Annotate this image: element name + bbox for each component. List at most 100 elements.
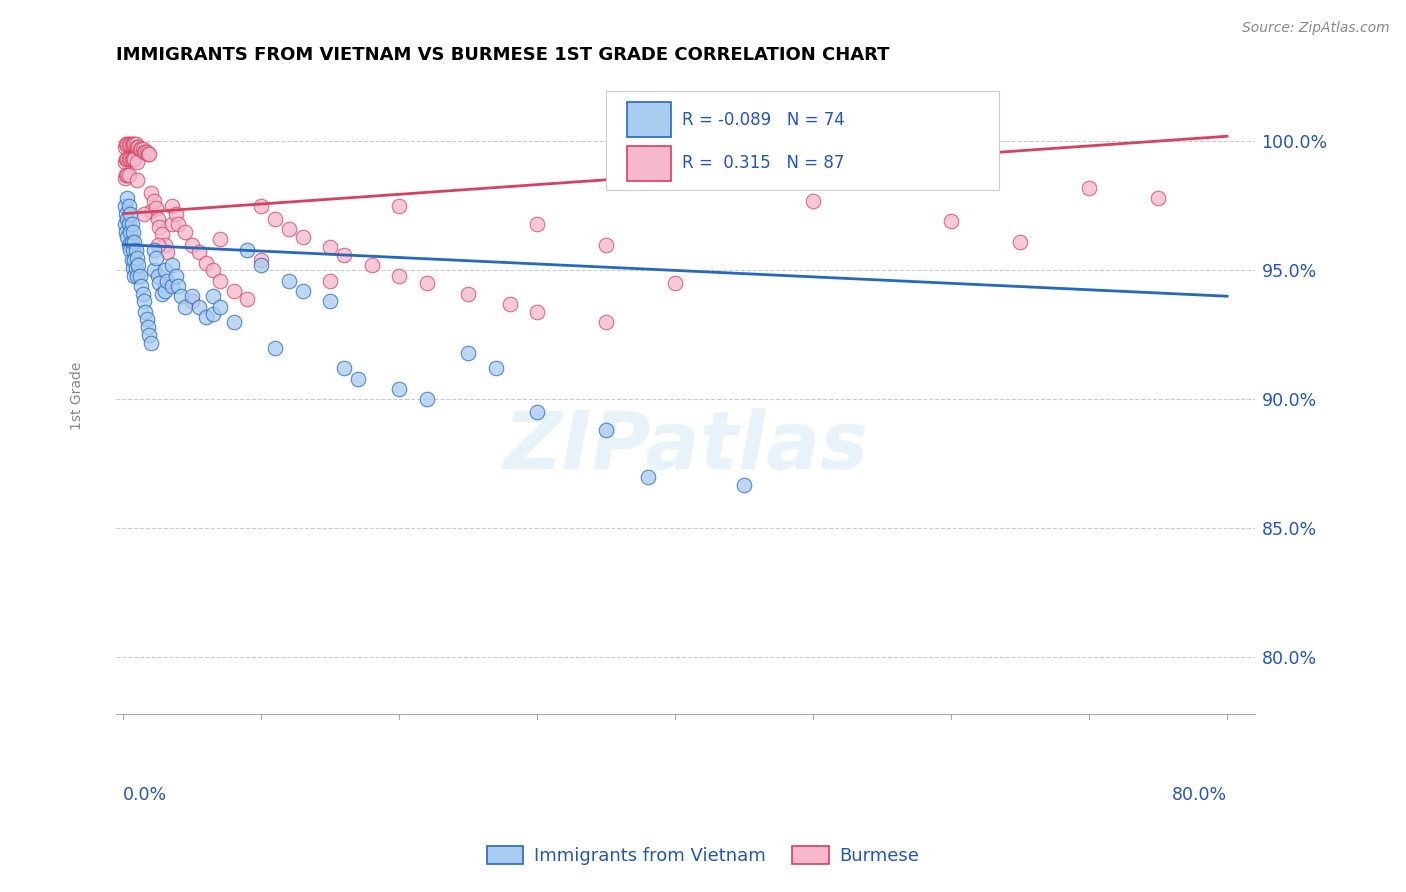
Point (121, 235, 143, 249)
Point (360, 258, 382, 272)
Point (664, 142, 686, 156)
Text: IMMIGRANTS FROM VIETNAM VS BURMESE 1ST GRADE CORRELATION CHART: IMMIGRANTS FROM VIETNAM VS BURMESE 1ST G… (117, 46, 890, 64)
Point (146, 211, 169, 226)
Point (250, 253, 273, 268)
FancyBboxPatch shape (627, 146, 671, 181)
Point (120, 243, 142, 257)
Point (118, 168, 141, 182)
Point (115, 168, 138, 182)
Point (122, 153, 145, 167)
Point (121, 253, 143, 268)
Point (114, 199, 136, 213)
Point (115, 225, 138, 239)
FancyBboxPatch shape (606, 91, 998, 190)
Point (125, 173, 148, 187)
Point (319, 274, 342, 288)
Point (595, 424, 617, 438)
Point (222, 315, 245, 329)
Point (160, 217, 183, 231)
Point (135, 145, 157, 159)
Point (416, 392, 439, 407)
Point (118, 217, 141, 231)
Point (118, 136, 141, 151)
Text: 1st Grade: 1st Grade (69, 361, 83, 430)
Point (485, 361, 508, 376)
Point (939, 214, 962, 228)
Text: Source: ZipAtlas.com: Source: ZipAtlas.com (1241, 21, 1389, 35)
Point (939, 170, 962, 185)
Point (121, 136, 143, 151)
Point (125, 136, 148, 151)
Point (319, 294, 342, 309)
Point (124, 268, 146, 283)
Point (167, 279, 190, 293)
Text: R = -0.089   N = 74: R = -0.089 N = 74 (682, 111, 845, 129)
Point (125, 260, 148, 275)
Point (208, 274, 231, 288)
Point (120, 153, 142, 167)
Point (188, 300, 211, 314)
Point (118, 237, 141, 252)
Point (165, 207, 187, 221)
Text: 0.0%: 0.0% (124, 787, 167, 805)
Point (146, 237, 169, 252)
Point (122, 260, 145, 275)
Point (122, 243, 145, 257)
Legend: Immigrants from Vietnam, Burmese: Immigrants from Vietnam, Burmese (479, 839, 927, 872)
Point (1147, 191, 1170, 205)
Point (115, 136, 138, 151)
Point (333, 248, 356, 262)
Point (153, 284, 176, 298)
Point (457, 286, 479, 301)
Point (134, 145, 156, 159)
Point (142, 263, 165, 277)
Point (416, 277, 439, 291)
Point (114, 170, 136, 185)
Point (801, 160, 824, 174)
Point (138, 147, 160, 161)
Point (114, 217, 136, 231)
Point (117, 153, 139, 167)
Point (117, 136, 139, 151)
Point (153, 279, 176, 293)
Point (122, 136, 145, 151)
Point (208, 300, 231, 314)
Point (222, 284, 245, 298)
Point (139, 186, 162, 200)
Point (142, 194, 165, 208)
Point (124, 253, 146, 268)
Point (181, 237, 204, 252)
Point (181, 294, 204, 309)
Point (117, 168, 139, 182)
Point (118, 153, 141, 167)
Point (145, 251, 167, 265)
Point (174, 300, 197, 314)
Point (124, 235, 146, 249)
Point (114, 139, 136, 153)
Point (117, 191, 139, 205)
Point (1010, 235, 1032, 249)
Point (165, 268, 187, 283)
Point (114, 155, 136, 169)
Point (160, 279, 183, 293)
Point (125, 268, 148, 283)
Point (120, 225, 142, 239)
Point (153, 237, 176, 252)
Point (127, 258, 149, 272)
Point (201, 263, 224, 277)
Point (127, 139, 149, 153)
Point (167, 217, 190, 231)
Point (195, 310, 218, 324)
Point (347, 372, 370, 386)
Point (333, 361, 356, 376)
Point (319, 240, 342, 254)
Point (125, 139, 148, 153)
Point (526, 304, 548, 318)
Point (128, 142, 150, 156)
Point (131, 142, 153, 156)
Point (526, 405, 548, 419)
Point (291, 230, 314, 244)
Point (115, 153, 138, 167)
Point (139, 335, 162, 350)
Point (160, 199, 183, 213)
